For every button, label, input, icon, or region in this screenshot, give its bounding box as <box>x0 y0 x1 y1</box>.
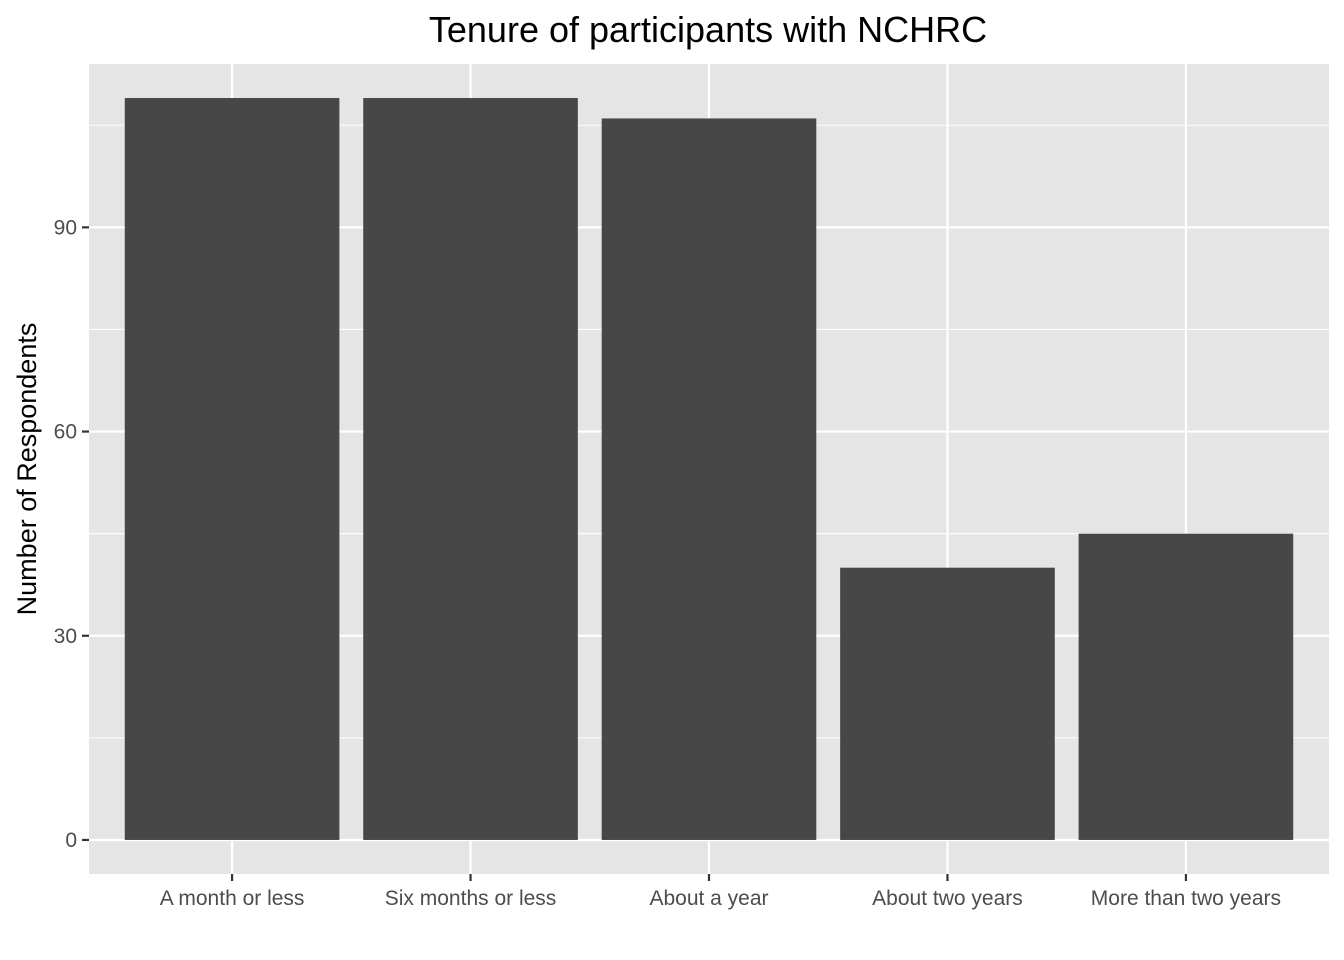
y-axis: 0 30 60 90 <box>54 216 89 852</box>
x-axis: A month or less Six months or less About a… <box>160 874 1281 910</box>
bar <box>1078 533 1294 840</box>
x-tick-label: A month or less <box>160 887 305 910</box>
bar <box>601 118 817 840</box>
bar <box>840 567 1055 840</box>
bar <box>363 98 578 840</box>
x-tick-label: About a year <box>649 887 768 910</box>
bar <box>124 98 340 840</box>
bars <box>124 98 1294 840</box>
y-tick-label: 0 <box>65 829 77 852</box>
y-tick-label: 30 <box>54 625 77 648</box>
chart-title: Tenure of participants with NCHRC <box>429 9 987 50</box>
y-tick-label: 90 <box>54 216 77 239</box>
x-tick-label: About two years <box>872 887 1023 910</box>
y-tick-label: 60 <box>54 421 77 444</box>
x-tick-label: Six months or less <box>385 887 557 910</box>
x-tick-label: More than two years <box>1091 887 1281 910</box>
y-axis-title: Number of Respondents <box>12 323 42 616</box>
